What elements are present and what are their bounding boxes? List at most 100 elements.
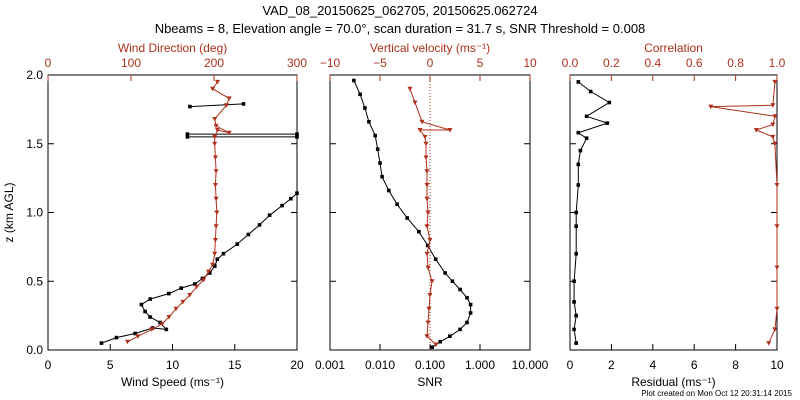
x-tick-label-top: 100	[121, 56, 141, 70]
series-correlation-point	[708, 104, 714, 110]
x-axis-title-top: Vertical velocity (ms⁻¹)	[370, 41, 490, 55]
figure-title-line2: Nbeams = 8, Elevation angle = 70.0°, sca…	[155, 21, 646, 36]
x-tick-label-bottom: 0.001	[315, 358, 345, 372]
series-vertical-velocity-point	[412, 100, 418, 105]
series-residual-point	[588, 89, 593, 94]
series-wind-speed-point	[193, 282, 197, 286]
series-wind-speed-top-line	[189, 103, 244, 108]
series-wind-direction-point	[194, 284, 200, 290]
series-correlation-point	[772, 79, 778, 85]
series-vertical-velocity-point	[424, 334, 430, 339]
series-wind-speed-point	[213, 264, 217, 268]
series-correlation-point	[774, 183, 780, 188]
y-tick-label: 1.5	[26, 137, 43, 151]
series-wind-direction-point	[213, 196, 219, 202]
y-tick-label: 1.0	[26, 206, 43, 220]
series-correlation-point	[772, 114, 778, 119]
series-vertical-velocity-point	[424, 196, 430, 202]
x-tick-label-top: 5	[477, 56, 484, 70]
series-residual-point	[572, 279, 576, 283]
series-wind-speed-upper-line	[187, 133, 298, 138]
series-correlation-point	[770, 122, 776, 127]
series-wind-direction-point	[166, 315, 172, 320]
x-axis-title-top: Correlation	[644, 41, 703, 55]
x-tick-label-top: 0.2	[603, 56, 620, 70]
figure-title-line1: VAD_08_20150625_062705, 20150625.062724	[262, 3, 537, 18]
x-tick-label-top: 10	[523, 56, 537, 70]
y-axis-title: z (km AGL)	[2, 182, 16, 242]
series-wind-direction-point	[213, 224, 219, 229]
x-tick-label-bottom: 1.000	[465, 358, 495, 372]
series-snr-point	[425, 243, 430, 248]
series-residual-point	[576, 130, 581, 135]
x-tick-label-top: −10	[320, 56, 341, 70]
series-vertical-velocity-point	[429, 279, 435, 284]
series-snr-point	[465, 320, 469, 325]
series-correlation-point	[753, 128, 759, 133]
series-residual-point	[584, 136, 589, 140]
series-snr-line	[353, 80, 472, 348]
x-axis-title-bottom: Residual (ms⁻¹)	[631, 375, 715, 389]
x-tick-label-bottom: 2	[608, 358, 615, 372]
x-tick-label-bottom: 10.000	[512, 358, 549, 372]
series-residual-point	[576, 80, 581, 84]
series-vertical-velocity-point	[423, 141, 429, 147]
x-tick-label-top: −5	[373, 56, 387, 70]
series-snr-point	[405, 216, 409, 220]
series-wind-speed-point	[114, 335, 119, 340]
series-snr-point	[458, 287, 462, 292]
x-tick-label-bottom: 4	[649, 358, 656, 372]
panel-2: 0.001 0.010 0.100 1.000 10.000 −10 −5 0 5 10 SNR Ve…	[315, 41, 549, 389]
series-correlation-point	[770, 134, 776, 140]
series-wind-direction-point	[125, 339, 130, 345]
series-vertical-velocity-point	[422, 134, 428, 140]
series-wind-speed-top-point	[241, 102, 246, 106]
series-snr-point	[438, 339, 442, 344]
x-tick-label-bottom: 0	[567, 358, 574, 372]
series-wind-direction-point	[212, 134, 218, 140]
x-tick-label-bottom: 6	[691, 358, 698, 372]
series-residual-point	[574, 224, 578, 228]
series-wind-speed-point	[133, 331, 137, 336]
series-vertical-velocity-point	[424, 251, 430, 257]
series-wind-speed-upper-point	[185, 132, 190, 136]
series-vertical-velocity-point	[425, 320, 431, 325]
series-wind-direction-point	[215, 128, 220, 133]
series-wind-speed-point	[139, 302, 144, 307]
series-snr-point	[458, 327, 462, 332]
series-snr-point	[367, 120, 371, 124]
series-residual-line	[573, 81, 611, 344]
x-tick-label-top: 1.0	[769, 56, 786, 70]
x-tick-label-top: 0.8	[727, 56, 744, 70]
series-snr-point	[380, 174, 384, 179]
series-residual-point	[578, 148, 583, 153]
series-wind-direction-point	[210, 86, 216, 92]
series-correlation-point	[774, 265, 780, 270]
series-wind-direction-point	[213, 123, 219, 129]
series-vertical-velocity-point	[427, 293, 433, 298]
series-wind-direction-point	[187, 293, 193, 298]
series-wind-speed-point	[235, 242, 239, 246]
series-wind-direction-point	[212, 117, 218, 122]
series-residual-point	[572, 327, 576, 332]
series-wind-speed-point	[143, 309, 147, 314]
series-correlation-point	[774, 224, 780, 229]
series-wind-speed-upper-point	[295, 132, 299, 136]
plot-frame	[47, 74, 298, 351]
series-vertical-velocity-point	[426, 306, 432, 312]
series-wind-direction-point	[212, 251, 218, 257]
series-wind-direction-point	[215, 79, 220, 85]
series-vertical-velocity-point	[407, 86, 413, 92]
series-snr-point	[387, 188, 391, 193]
series-snr-point	[448, 334, 452, 338]
x-tick-label-bottom: 15	[228, 358, 242, 372]
series-wind-direction-point	[173, 306, 179, 312]
series-vertical-velocity-point	[424, 183, 430, 188]
series-wind-direction-point	[159, 321, 165, 327]
series-wind-speed-point	[164, 327, 169, 332]
x-tick-label-bottom: 0.100	[415, 358, 445, 372]
series-snr-point	[468, 302, 473, 307]
series-residual-point	[607, 100, 612, 105]
series-snr-point	[465, 295, 469, 300]
series-wind-speed-point	[179, 286, 183, 290]
